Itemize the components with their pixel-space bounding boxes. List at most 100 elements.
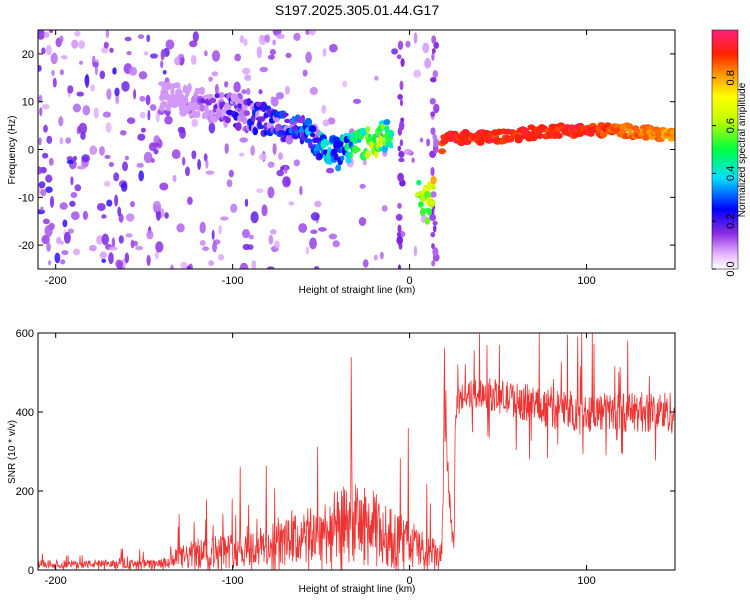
heatmap-noise-cell bbox=[190, 54, 197, 65]
heatmap-noise-cell bbox=[43, 31, 50, 38]
heatmap-noise-cell bbox=[250, 211, 259, 224]
heatmap-noise-cell bbox=[191, 118, 198, 128]
heatmap-noise-cell bbox=[326, 167, 335, 174]
heatmap-stripe-cell bbox=[432, 220, 438, 226]
heatmap-noise-cell bbox=[258, 34, 266, 45]
heatmap-noise-cell bbox=[248, 234, 254, 240]
heatmap-ridge-cell bbox=[371, 133, 377, 144]
heatmap-noise-cell bbox=[305, 51, 312, 64]
heatmap-noise-cell bbox=[321, 104, 327, 114]
heatmap-noise-cell bbox=[234, 53, 241, 62]
heatmap-noise-cell bbox=[358, 217, 367, 226]
heatmap-noise-cell bbox=[267, 161, 275, 168]
heatmap-noise-cell bbox=[105, 122, 112, 133]
heatmap-noise-cell bbox=[69, 200, 76, 207]
heatmap-noise-cell bbox=[186, 265, 192, 269]
heatmap-stripe-cell bbox=[432, 70, 439, 78]
heatmap-stripe-cell bbox=[397, 202, 402, 209]
heatmap-noise-cell bbox=[103, 180, 111, 187]
heatmap-noise-cell bbox=[318, 227, 327, 232]
heatmap-ridge-cell bbox=[365, 126, 371, 133]
heatmap-noise-cell bbox=[180, 261, 188, 269]
heatmap-noise-cell bbox=[429, 98, 436, 105]
heatmap-noise-cell bbox=[403, 148, 413, 155]
heatmap-stripe-cell bbox=[397, 264, 402, 269]
colorbar-tick-label: 0.2 bbox=[725, 214, 737, 229]
heatmap-ridge-cell bbox=[535, 133, 544, 139]
heatmap-ridge-cell bbox=[223, 102, 232, 112]
heatmap-noise-cell bbox=[149, 104, 157, 111]
heatmap-noise-cell bbox=[125, 233, 133, 238]
heatmap-noise-cell bbox=[59, 69, 64, 76]
heatmap-ridge-cell bbox=[416, 179, 422, 186]
heatmap-noise-cell bbox=[205, 170, 215, 175]
heatmap-noise-cell bbox=[40, 206, 44, 211]
heatmap-noise-cell bbox=[126, 213, 135, 222]
heatmap-noise-cell bbox=[38, 209, 45, 215]
heatmap-ridge-cell bbox=[308, 125, 317, 133]
y-tick-label: 10 bbox=[22, 97, 34, 109]
heatmap-noise-cell bbox=[45, 174, 53, 183]
heatmap-noise-cell bbox=[419, 137, 424, 143]
heatmap-noise-cell bbox=[259, 66, 269, 73]
heatmap-ridge-cell bbox=[554, 132, 563, 139]
heatmap-noise-cell bbox=[117, 206, 122, 217]
heatmap-noise-cell bbox=[61, 250, 69, 256]
heatmap-ridge-cell bbox=[364, 150, 371, 159]
heatmap-noise-cell bbox=[59, 202, 68, 210]
heatmap-noise-cell bbox=[362, 259, 369, 268]
heatmap-noise-cell bbox=[189, 40, 198, 48]
colorbar: 0.0 0.2 0.4 0.6 0.8 Normalized spectral ampl… bbox=[711, 29, 748, 277]
heatmap-noise-cell bbox=[96, 203, 106, 211]
heatmap-noise-cell bbox=[72, 103, 82, 113]
heatmap-noise-cell bbox=[391, 48, 399, 55]
heatmap-stripe-cell bbox=[396, 54, 402, 60]
heatmap-noise-cell bbox=[49, 30, 54, 34]
heatmap-noise-cell bbox=[147, 109, 151, 121]
heatmap-noise-cell bbox=[93, 107, 99, 119]
heatmap-noise-cell bbox=[305, 30, 310, 35]
heatmap-noise-cell bbox=[261, 204, 268, 217]
y-tick-label: 400 bbox=[16, 407, 34, 419]
heatmap-stripe-cell bbox=[430, 111, 436, 117]
heatmap-stripe-cell bbox=[397, 40, 404, 50]
heatmap-ridge-cell bbox=[669, 133, 675, 140]
heatmap-ridge-cell bbox=[209, 97, 217, 103]
heatmap-noise-cell bbox=[413, 69, 422, 78]
heatmap-noise-cell bbox=[242, 229, 250, 239]
heatmap-noise-cell bbox=[285, 52, 292, 59]
heatmap-ridge-cell bbox=[319, 153, 324, 159]
heatmap-noise-cell bbox=[258, 89, 263, 95]
heatmap-noise-cell bbox=[202, 246, 210, 251]
heatmap-noise-cell bbox=[174, 56, 181, 66]
heatmap-noise-cell bbox=[322, 48, 327, 57]
snr-y-label: SNR (10 * v/v) bbox=[7, 420, 18, 484]
heatmap-noise-cell bbox=[143, 151, 153, 164]
x-tick-label: -200 bbox=[45, 275, 67, 287]
heatmap-noise-cell bbox=[211, 50, 221, 62]
heatmap-noise-cell bbox=[256, 46, 262, 59]
heatmap-noise-cell bbox=[89, 145, 98, 155]
heatmap-noise-cell bbox=[111, 237, 116, 249]
x-tick-label: -100 bbox=[222, 275, 244, 287]
heatmap-noise-cell bbox=[197, 159, 202, 170]
spectrogram-x-axis: -200 -100 0 100 bbox=[45, 30, 596, 287]
heatmap-noise-cell bbox=[81, 154, 90, 163]
heatmap-ridge-cell bbox=[187, 83, 192, 93]
heatmap-noise-cell bbox=[176, 223, 185, 233]
heatmap-noise-cell bbox=[212, 239, 221, 245]
heatmap-noise-cell bbox=[211, 229, 215, 240]
heatmap-noise-cell bbox=[359, 183, 366, 189]
heatmap-noise-cell bbox=[159, 182, 169, 191]
heatmap-noise-cell bbox=[160, 60, 164, 69]
heatmap-ridge-cell bbox=[204, 103, 209, 113]
heatmap-ridge-cell bbox=[384, 125, 390, 133]
colorbar-gradient bbox=[711, 29, 739, 270]
heatmap-noise-cell bbox=[298, 223, 308, 233]
heatmap-noise-cell bbox=[154, 250, 159, 260]
heatmap-noise-cell bbox=[310, 212, 320, 221]
heatmap-ridge-cell bbox=[438, 148, 447, 155]
heatmap-noise-cell bbox=[45, 44, 52, 56]
heatmap-noise-cell bbox=[74, 184, 82, 192]
heatmap-noise-cell bbox=[73, 248, 81, 256]
